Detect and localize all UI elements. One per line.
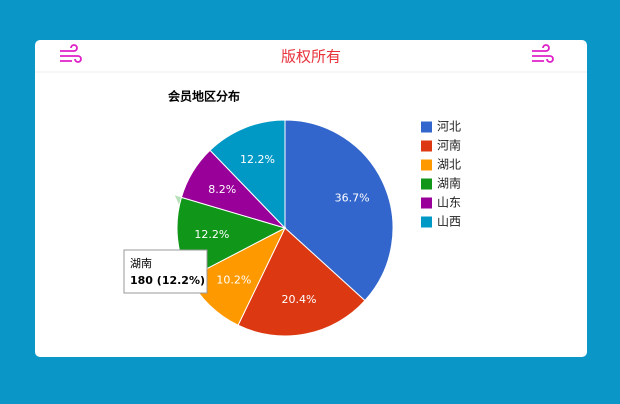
legend-label[interactable]: 湖北 bbox=[437, 157, 461, 172]
legend-label[interactable]: 山西 bbox=[437, 215, 461, 229]
tooltip-box bbox=[123, 249, 208, 294]
legend-swatch[interactable] bbox=[421, 159, 432, 171]
tooltip-title: 湖南 bbox=[130, 257, 152, 270]
menu-icon-right[interactable] bbox=[532, 44, 554, 63]
tooltip-text: 180 (12.2%) bbox=[130, 274, 205, 287]
legend-swatch[interactable] bbox=[421, 216, 432, 228]
legend-label[interactable]: 湖南 bbox=[437, 176, 461, 191]
tooltip: 湖南 180 (12.2%) bbox=[123, 249, 208, 294]
slice[interactable] bbox=[284, 119, 394, 302]
slice-label: 36.7% bbox=[335, 191, 370, 204]
legend-swatch[interactable] bbox=[421, 121, 432, 133]
slice[interactable] bbox=[237, 227, 366, 337]
legend-swatch[interactable] bbox=[421, 197, 432, 209]
slice-label: 12.2% bbox=[240, 153, 275, 166]
pie: 36.7% 20.4% 10.2% 12.2% 8.2% 12.2% bbox=[174, 119, 394, 337]
legend-label[interactable]: 河南 bbox=[437, 138, 461, 153]
header-title: 版权所有 bbox=[281, 48, 341, 66]
slice-label: 12.2% bbox=[194, 228, 229, 241]
legend-label[interactable]: 山东 bbox=[437, 196, 461, 210]
menu-icon-left[interactable] bbox=[60, 44, 82, 63]
slice-label: 10.2% bbox=[216, 274, 251, 287]
slice-label: 20.4% bbox=[282, 293, 317, 306]
legend-label[interactable]: 河北 bbox=[437, 120, 461, 134]
legend-swatch[interactable] bbox=[421, 140, 432, 152]
chart-title: 会员地区分布 bbox=[168, 89, 240, 104]
legend-swatch[interactable] bbox=[421, 178, 432, 190]
slice[interactable] bbox=[209, 119, 286, 230]
slice-label: 8.2% bbox=[208, 183, 236, 196]
